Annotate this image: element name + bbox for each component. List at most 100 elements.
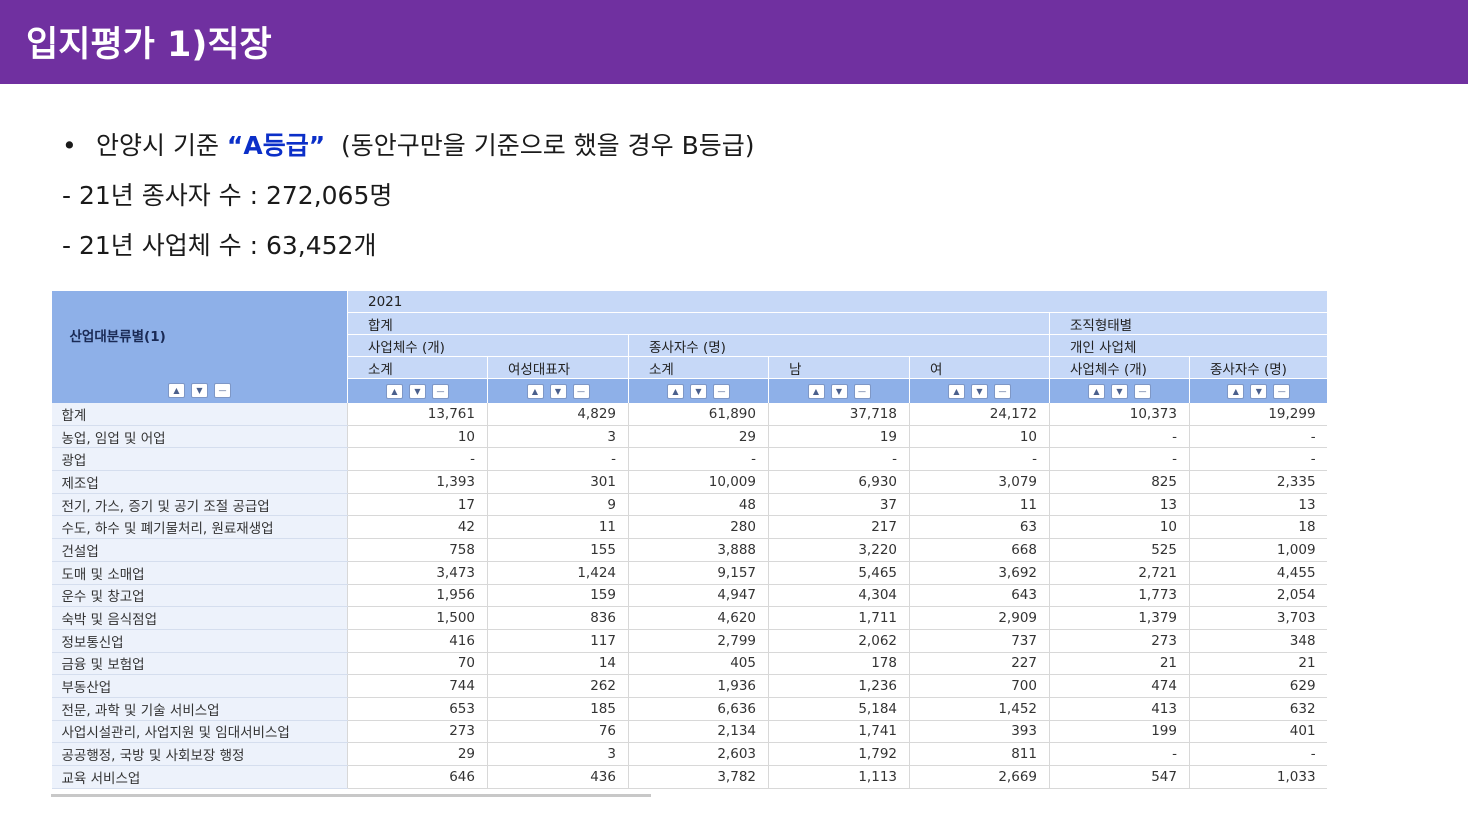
table-cell: 21 bbox=[1188, 652, 1327, 676]
sort-up-icon[interactable]: ▲ bbox=[526, 383, 544, 399]
table-cell: 199 bbox=[1049, 720, 1190, 744]
sort-up-icon[interactable]: ▲ bbox=[1227, 383, 1245, 399]
table-cell: 10 bbox=[909, 425, 1050, 449]
table-cell: 1,452 bbox=[909, 697, 1050, 721]
table-cell: 3,079 bbox=[909, 470, 1050, 494]
sort-up-icon[interactable]: ▲ bbox=[168, 383, 185, 399]
table-cell: 13,761 bbox=[347, 403, 488, 426]
table-cell: 1,956 bbox=[347, 584, 488, 608]
table-cell: 2,603 bbox=[628, 742, 769, 766]
row-label: 건설업 bbox=[51, 538, 348, 562]
collapse-minus-icon[interactable]: — bbox=[853, 383, 871, 399]
summary-bullets: • 안양시 기준 “A등급” (동안구만을 기준으로 했을 경우 B등급) - 2… bbox=[62, 126, 754, 276]
header-individual-biz: 개인 사업체 bbox=[1048, 334, 1327, 357]
sort-up-icon[interactable]: ▲ bbox=[667, 383, 684, 399]
table-cell: - bbox=[1049, 447, 1190, 472]
table-cell: 1,393 bbox=[347, 470, 488, 494]
bullet-line-grade: • 안양시 기준 “A등급” (동안구만을 기준으로 했을 경우 B등급) bbox=[62, 126, 754, 176]
table-cell: 1,236 bbox=[768, 674, 910, 698]
collapse-minus-icon[interactable]: — bbox=[432, 383, 449, 399]
bullet-line-businesses: - 21년 사업체 수 : 63,452개 bbox=[62, 231, 377, 260]
row-label: 교육 서비스업 bbox=[51, 765, 348, 789]
table-cell: 4,304 bbox=[768, 584, 910, 608]
table-cell: 37 bbox=[768, 493, 910, 517]
table-cell: 227 bbox=[909, 652, 1050, 676]
sort-up-icon[interactable]: ▲ bbox=[807, 383, 825, 399]
table-row: 공공행정, 국방 및 사회보장 행정 29 3 2,603 1,792 811- - bbox=[51, 742, 1327, 766]
table-cell: 2,669 bbox=[909, 765, 1050, 789]
table-cell: 632 bbox=[1188, 697, 1327, 721]
row-label: 금융 및 보험업 bbox=[51, 652, 348, 676]
row-label: 광업 bbox=[51, 447, 348, 472]
table-cell: 744 bbox=[347, 674, 488, 698]
table-cell: 10,009 bbox=[628, 470, 769, 494]
table-cell: 262 bbox=[487, 674, 629, 698]
table-row: 수도, 하수 및 폐기물처리, 원료재생업 42 11 280 217 63 10 18 bbox=[51, 515, 1327, 540]
table-cell: 9 bbox=[487, 493, 629, 517]
table-cell: 811 bbox=[909, 742, 1050, 766]
header-year: 2021 bbox=[346, 291, 1327, 313]
table-cell: 155 bbox=[487, 538, 629, 562]
bullet-dot-icon: • bbox=[62, 131, 77, 160]
table-cell: 10 bbox=[347, 425, 488, 449]
grade-prefix: 안양시 기준 bbox=[96, 131, 227, 160]
table-cell: 2,799 bbox=[628, 629, 769, 653]
horizontal-scrollbar[interactable] bbox=[51, 794, 651, 797]
collapse-minus-icon[interactable]: — bbox=[1134, 383, 1151, 399]
table-cell: 19,299 bbox=[1188, 403, 1327, 426]
table-cell: 4,947 bbox=[628, 584, 769, 608]
table-cell: 17 bbox=[347, 493, 488, 517]
table-cell: 405 bbox=[628, 652, 769, 676]
sort-down-icon[interactable]: ▼ bbox=[690, 383, 707, 399]
grade-quote-open: “ bbox=[226, 131, 244, 160]
sort-down-icon[interactable]: ▼ bbox=[191, 383, 208, 399]
table-cell: 21 bbox=[1049, 652, 1190, 676]
collapse-minus-icon[interactable]: — bbox=[214, 383, 231, 399]
collapse-minus-icon[interactable]: — bbox=[713, 383, 730, 399]
row-label: 수도, 하수 및 폐기물처리, 원료재생업 bbox=[51, 515, 348, 540]
statistics-table: 산업대분류별(1) 2021 합계 조직형태별 사업체수 (개) 종사자수 (명… bbox=[51, 291, 1327, 789]
collapse-minus-icon[interactable]: — bbox=[1273, 383, 1291, 399]
table-cell: 76 bbox=[487, 720, 629, 744]
collapse-minus-icon[interactable]: — bbox=[994, 383, 1011, 399]
sort-up-icon[interactable]: ▲ bbox=[386, 383, 403, 399]
sort-down-icon[interactable]: ▼ bbox=[1250, 383, 1268, 399]
statistics-table-container[interactable]: 산업대분류별(1) 2021 합계 조직형태별 사업체수 (개) 종사자수 (명… bbox=[51, 291, 1327, 797]
row-label: 합계 bbox=[51, 403, 348, 426]
table-cell: 1,379 bbox=[1049, 606, 1190, 630]
table-cell: - bbox=[1049, 425, 1190, 449]
header-workers: 종사자수 (명) bbox=[628, 334, 1050, 357]
col-ind-workers: 종사자수 (명) bbox=[1188, 356, 1327, 379]
sort-down-icon[interactable]: ▼ bbox=[549, 383, 567, 399]
table-cell: 13 bbox=[1049, 493, 1190, 517]
table-cell: 61,890 bbox=[628, 403, 769, 426]
table-cell: 2,134 bbox=[628, 720, 769, 744]
sort-up-icon[interactable]: ▲ bbox=[1088, 383, 1105, 399]
table-cell: 70 bbox=[347, 652, 488, 676]
table-cell: 18 bbox=[1188, 515, 1327, 540]
table-cell: 653 bbox=[347, 697, 488, 721]
table-cell: 3,220 bbox=[768, 538, 910, 562]
table-cell: 9,157 bbox=[628, 561, 769, 585]
table-cell: - bbox=[628, 447, 769, 472]
table-cell: 1,033 bbox=[1188, 765, 1327, 789]
table-cell: 401 bbox=[1188, 720, 1327, 744]
table-cell: 668 bbox=[909, 538, 1050, 562]
table-cell: 178 bbox=[768, 652, 910, 676]
col-female-rep: 여성대표자 bbox=[487, 356, 629, 379]
table-cell: 5,184 bbox=[768, 697, 910, 721]
sort-down-icon[interactable]: ▼ bbox=[971, 383, 988, 399]
table-cell: 1,792 bbox=[768, 742, 910, 766]
sort-up-icon[interactable]: ▲ bbox=[948, 383, 965, 399]
column-controls: ▲ ▼ — bbox=[768, 378, 910, 403]
sort-down-icon[interactable]: ▼ bbox=[1111, 383, 1128, 399]
sort-down-icon[interactable]: ▼ bbox=[830, 383, 848, 399]
table-cell: 3 bbox=[487, 742, 629, 766]
table-row: 광업 - - - - - - - bbox=[51, 447, 1327, 472]
collapse-minus-icon[interactable]: — bbox=[572, 383, 590, 399]
row-label: 도매 및 소매업 bbox=[51, 561, 348, 585]
table-cell: - bbox=[1188, 447, 1327, 472]
sort-down-icon[interactable]: ▼ bbox=[409, 383, 426, 399]
table-row: 부동산업 744 262 1,936 1,236 700 474 629 bbox=[51, 674, 1327, 698]
col-subtotal-workers: 소계 bbox=[628, 356, 769, 379]
